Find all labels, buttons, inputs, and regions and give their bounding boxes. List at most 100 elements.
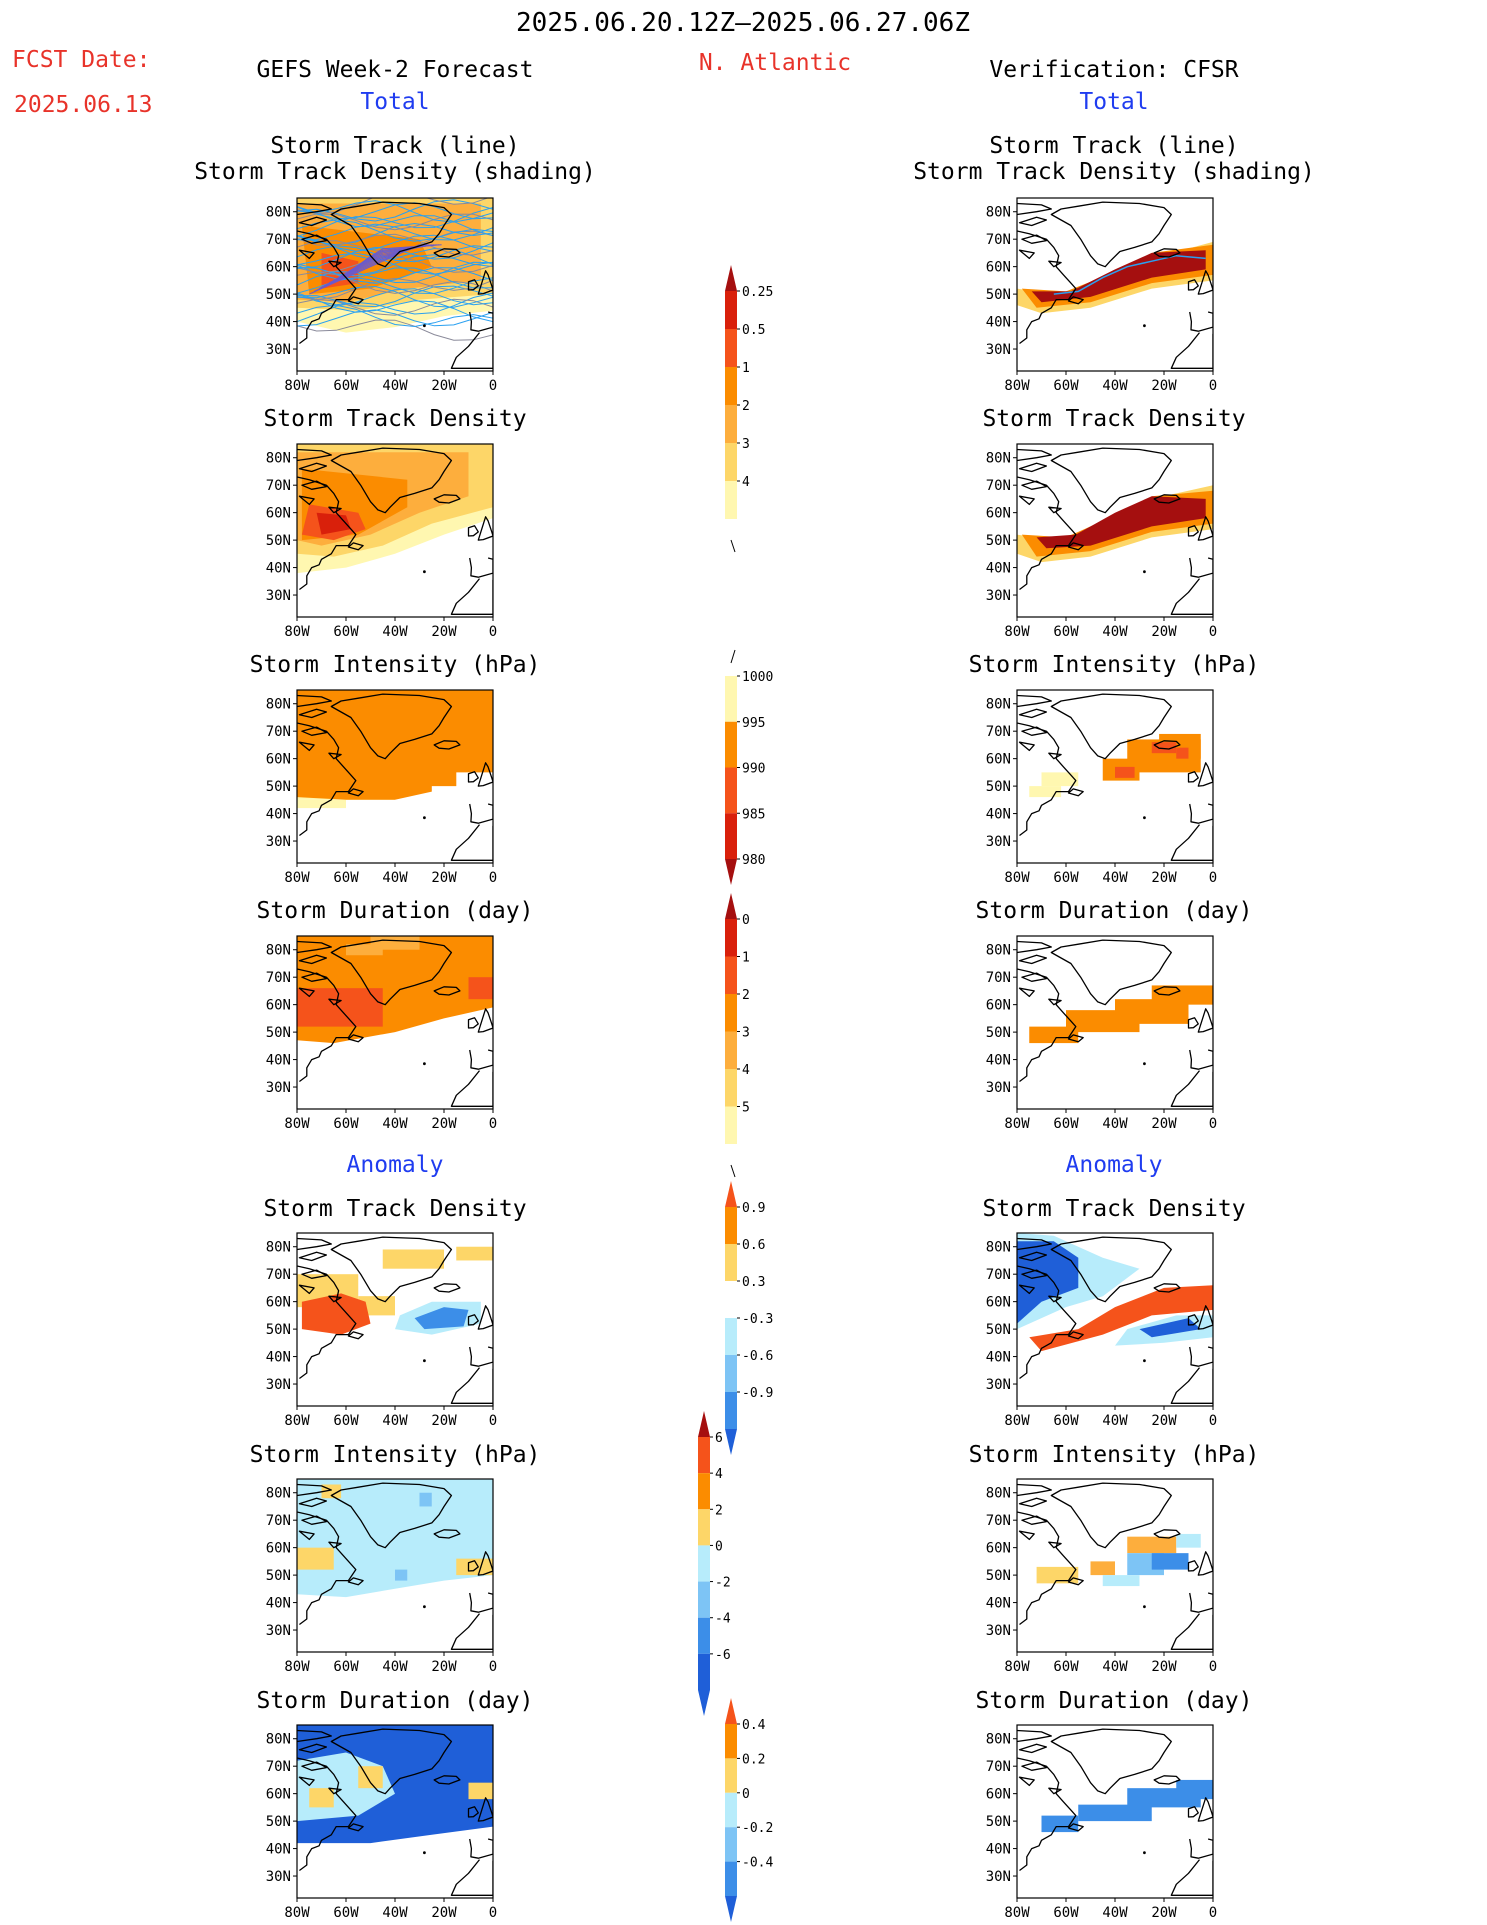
right-density-anomaly-panel-fill [1017, 1233, 1213, 1404]
forecast-period: 2025.06.20.12Z–2025.06.27.06Z [516, 8, 970, 38]
colorbar-swatch [725, 367, 737, 405]
lon-tick-label: 60W [333, 378, 359, 394]
lon-tick-label: 0 [1209, 1116, 1217, 1132]
colorbar-label: 1 [742, 361, 750, 376]
lon-tick-label: 0 [489, 1659, 497, 1675]
lat-tick-label: 30N [266, 588, 291, 604]
lon-tick-label: 60W [1053, 624, 1079, 640]
shade-region [316, 512, 351, 535]
lon-tick-label: 40W [1102, 624, 1128, 640]
left-p1-title-shading: Storm Track Density (shading) [194, 159, 596, 185]
left-track-density-panel: 80W 60W 40W 20W 0 80N 70N 60N 50N 40N 30N [266, 443, 497, 640]
lat-tick-label: 70N [986, 1759, 1011, 1775]
shade-cell [382, 1249, 444, 1269]
storm-track-line [297, 298, 493, 316]
lon-tick-label: 20W [431, 624, 457, 640]
storm-track-line [297, 319, 493, 341]
colorbar-label: 2 [715, 1503, 723, 1518]
lon-tick-label: 20W [1151, 1413, 1177, 1429]
left-track-lines-panel-fill [297, 198, 493, 369]
lat-tick-label: 60N [986, 1541, 1011, 1557]
colorbar-label: -0.4 [742, 1856, 773, 1871]
storm-track-line [297, 264, 493, 289]
colorbar-label: 4 [742, 1063, 750, 1078]
lat-tick-label: 30N [986, 588, 1011, 604]
lat-tick-label: 80N [266, 697, 291, 713]
shade-cell [456, 1558, 493, 1576]
shade-cell [468, 1782, 493, 1800]
shade-cell [395, 1569, 408, 1581]
colorbar-end [725, 1144, 737, 1170]
lon-tick-label: 60W [1053, 870, 1079, 886]
lat-tick-label: 80N [266, 1732, 291, 1748]
colorbar-label: 3 [742, 437, 750, 452]
lat-tick-label: 50N [266, 1568, 291, 1584]
right-intensity-panel-fill [1017, 693, 1213, 861]
colorbar-label: -0.3 [742, 1312, 773, 1327]
storm-track-line [297, 198, 490, 215]
shade-cell [1115, 766, 1135, 778]
left-duration-anomaly-panel: 80W 60W 40W 20W 0 80N 70N 60N 50N 40N 30N [266, 1724, 497, 1921]
lon-tick-label: 0 [1209, 1413, 1217, 1429]
lon-tick-label: 40W [1102, 1413, 1128, 1429]
shade-cell [1029, 786, 1062, 798]
storm-track-line [297, 199, 493, 222]
colorbar-label: 5 [742, 1101, 750, 1116]
colorbar-connector [730, 649, 736, 664]
shade-cell [1151, 742, 1177, 754]
right-p7-title: Storm Duration (day) [975, 1688, 1253, 1714]
lat-tick-label: 80N [266, 1240, 291, 1256]
shade-region [297, 690, 493, 800]
lon-tick-label: 80W [1004, 1905, 1030, 1921]
shade-cell [297, 799, 346, 809]
colorbar-label: 0 [715, 1539, 723, 1554]
left-p1-title-line: Storm Track (line) [270, 133, 520, 159]
lon-tick-label: 60W [1053, 1413, 1079, 1429]
left-anomaly-label: Anomaly [346, 1152, 444, 1178]
lat-tick-label: 40N [266, 315, 291, 331]
colorbar-label: -0.2 [742, 1821, 773, 1836]
colorbar-swatch [725, 1758, 737, 1793]
colorbar-swatch [725, 994, 737, 1032]
lon-tick-label: 80W [1004, 1116, 1030, 1132]
lat-tick-label: 40N [266, 561, 291, 577]
lon-tick-label: 80W [1004, 870, 1030, 886]
track-density-colorbar: 0.25 0.5 1 2 3 4 [725, 265, 773, 545]
lon-tick-label: 80W [284, 624, 310, 640]
fcst-date-label: FCST Date: [12, 47, 151, 73]
lon-tick-label: 40W [1102, 378, 1128, 394]
lat-tick-label: 50N [266, 1025, 291, 1041]
lon-tick-label: 40W [382, 1413, 408, 1429]
lon-tick-label: 0 [1209, 1659, 1217, 1675]
left-duration-anomaly-panel-fill [297, 1725, 493, 1896]
left-density-anomaly-panel-fill [297, 1236, 493, 1404]
right-p6-title: Storm Intensity (hPa) [968, 1442, 1260, 1468]
intensity-anomaly-colorbar: 6 4 2 0 -2 -4 -6 [698, 1411, 731, 1716]
lon-tick-label: 0 [489, 1116, 497, 1132]
lon-tick-label: 60W [1053, 1116, 1079, 1132]
lat-tick-label: 80N [986, 205, 1011, 221]
lon-tick-label: 0 [1209, 870, 1217, 886]
lon-tick-label: 60W [333, 624, 359, 640]
lon-tick-label: 60W [1053, 1659, 1079, 1675]
right-anomaly-label: Anomaly [1065, 1152, 1163, 1178]
lon-tick-label: 20W [1151, 1659, 1177, 1675]
lon-tick-label: 20W [1151, 1905, 1177, 1921]
shade-region [1036, 496, 1206, 549]
shade-region [301, 1293, 371, 1335]
colorbar-swatch [725, 1069, 737, 1107]
colorbar-end [725, 1698, 737, 1724]
lat-tick-label: 50N [986, 533, 1011, 549]
colorbar-swatch [725, 813, 737, 859]
lon-tick-label: 80W [1004, 1413, 1030, 1429]
lat-tick-label: 30N [986, 342, 1011, 358]
right-p3-title: Storm Intensity (hPa) [968, 652, 1260, 678]
lat-tick-label: 30N [266, 1080, 291, 1096]
lon-tick-label: 40W [382, 1659, 408, 1675]
colorbar-end [725, 519, 737, 545]
lon-tick-label: 80W [284, 1659, 310, 1675]
lat-tick-label: 50N [266, 779, 291, 795]
left-p5-title: Storm Track Density [263, 1196, 527, 1222]
lat-tick-label: 80N [986, 451, 1011, 467]
left-intensity-panel: 80W 60W 40W 20W 0 80N 70N 60N 50N 40N 30N [266, 689, 497, 886]
